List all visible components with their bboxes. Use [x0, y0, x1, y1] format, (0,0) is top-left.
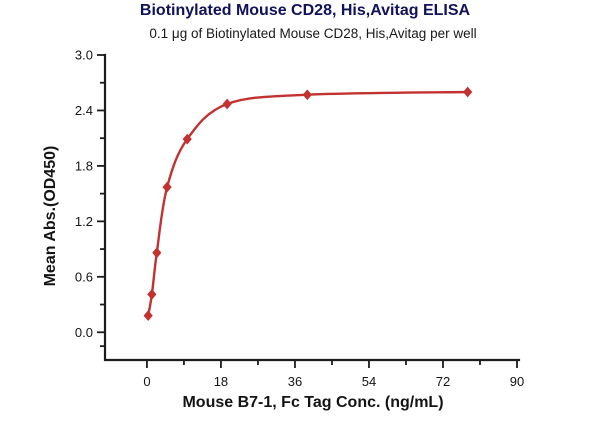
chart-title: Biotinylated Mouse CD28, His,Avitag ELIS…: [139, 2, 471, 19]
fit-curve: [146, 90, 469, 317]
x-tick-label: 36: [288, 374, 302, 389]
data-point-marker: [182, 133, 192, 145]
data-point-marker: [222, 98, 232, 110]
y-tick-label: 0.6: [75, 269, 93, 284]
data-point-marker: [162, 181, 172, 193]
x-tick-label: 18: [214, 374, 228, 389]
y-tick-label: 1.8: [75, 158, 93, 173]
y-tick-label: 3.0: [75, 48, 93, 63]
x-tick-label: 0: [143, 374, 150, 389]
y-tick-label: 1.2: [75, 214, 93, 229]
x-tick-label: 72: [436, 374, 450, 389]
data-point-marker: [302, 89, 312, 101]
x-tick-label: 90: [510, 374, 524, 389]
data-point-marker: [463, 86, 473, 98]
data-point-marker: [152, 247, 162, 259]
x-tick-label: 54: [362, 374, 376, 389]
data-point-marker: [147, 288, 157, 300]
x-axis-title: Mouse B7-1, Fc Tag Conc. (ng/mL): [182, 394, 444, 411]
axis-spines: [103, 53, 521, 362]
chart-subtitle: 0.1 μg of Biotinylated Mouse CD28, His,A…: [149, 26, 477, 41]
y-tick-label: 0.0: [75, 325, 93, 340]
y-tick-label: 2.4: [75, 103, 93, 118]
data-point-marker: [143, 310, 153, 322]
